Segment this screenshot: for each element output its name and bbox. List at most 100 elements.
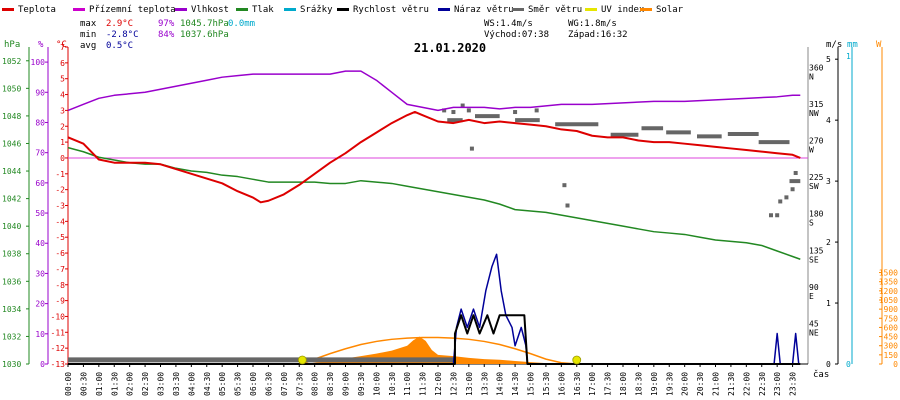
tick-label-time: 17:00 [588, 372, 597, 396]
chart-date: 21.01.2020 [414, 41, 486, 55]
tick-label-degc: -3 [55, 202, 65, 211]
tick-label-time: 07:30 [295, 372, 304, 396]
tick-label-degc: 1 [60, 138, 65, 147]
tick-label-compass: NE [809, 328, 819, 337]
tick-label-time: 17:30 [604, 372, 613, 396]
legend-swatch [284, 8, 296, 11]
tick-label-degc: 7 [60, 43, 65, 52]
tick-label-ms: 0 [826, 360, 831, 369]
tick-label-compass: W [809, 146, 814, 155]
tick-label-degc: -8 [55, 281, 65, 290]
tick-label-degc: -6 [55, 249, 65, 258]
tick-label-mm: 1 [846, 52, 851, 61]
tick-label-degc: 0 [60, 154, 65, 163]
plot-area [67, 70, 808, 365]
tick-label-time: 12:30 [449, 372, 458, 396]
legend-swatch [585, 8, 597, 11]
wind-dir-point [775, 213, 780, 218]
wind-dir-point [451, 110, 456, 115]
legend-label: Solar [656, 5, 684, 15]
tick-label-time: 15:30 [542, 372, 551, 396]
tick-label-time: 10:30 [388, 372, 397, 396]
tick-label-dir: 135 [809, 246, 824, 255]
tick-label-time: 03:30 [172, 372, 181, 396]
tick-label-compass: S [809, 219, 814, 228]
tick-label-pct: 20 [35, 300, 45, 309]
stat-min-temp: -2.8°C [106, 30, 139, 40]
legend-swatch [640, 8, 652, 11]
tick-label-compass: E [809, 292, 814, 301]
tick-label-pct: 10 [35, 330, 45, 339]
tick-label-time: 20:30 [696, 372, 705, 396]
series-wind-line [68, 314, 801, 365]
stat-max-press: 1045.7hPa [180, 19, 229, 29]
tick-label-w: 1500 [879, 269, 898, 278]
tick-label-hpa: 1034 [2, 305, 21, 314]
tick-label-time: 22:30 [758, 372, 767, 396]
legend-label: Rychlost větru [353, 5, 429, 15]
stat-max-label: max [80, 19, 97, 29]
tick-label-time: 10:00 [372, 372, 381, 396]
tick-label-degc: 3 [60, 106, 65, 115]
stat-min-label: min [80, 30, 96, 40]
legend-swatch [438, 8, 450, 11]
axis-unit-hpa: hPa [4, 40, 20, 50]
legend-label: Přízemní teplota [89, 5, 176, 15]
legend-swatch [2, 8, 14, 11]
stat-avg-temp: 0.5°C [106, 41, 133, 51]
tick-label-pct: 50 [35, 209, 45, 218]
tick-label-pct: 90 [35, 88, 45, 97]
axis-unit-time: čas [813, 369, 829, 380]
legend-swatch [512, 8, 524, 11]
stat-wg: WG:1.8m/s [568, 19, 617, 29]
tick-label-hpa: 1032 [2, 332, 21, 341]
tick-label-degc: 6 [60, 59, 65, 68]
wind-dir-point [469, 146, 474, 151]
tick-label-hpa: 1036 [2, 277, 21, 286]
series-gust-line [68, 253, 800, 365]
tick-label-degc: 5 [60, 75, 65, 84]
legend-swatch [236, 8, 248, 11]
tick-label-time: 05:00 [218, 372, 227, 396]
tick-label-w: 1200 [879, 287, 898, 296]
tick-label-time: 06:00 [249, 372, 258, 396]
tick-label-ms: 5 [826, 55, 831, 64]
wind-dir-point [513, 110, 518, 115]
legend-label: Náraz větru [454, 5, 514, 15]
tick-label-w: 450 [884, 333, 899, 342]
tick-label-hpa: 1052 [2, 57, 21, 66]
tick-label-hpa: 1050 [2, 84, 21, 93]
tick-label-time: 04:30 [203, 372, 212, 396]
tick-label-time: 20:00 [681, 372, 690, 396]
tick-label-dir: 360 [809, 63, 824, 72]
tick-label-time: 13:00 [465, 372, 474, 396]
tick-label-w: 150 [884, 351, 899, 360]
tick-label-time: 06:30 [264, 372, 273, 396]
wind-dir-point [562, 183, 567, 188]
tick-label-pct: 100 [31, 58, 46, 67]
tick-label-time: 01:00 [95, 372, 104, 396]
tick-label-degc: -4 [55, 217, 65, 226]
tick-label-degc: -11 [51, 328, 66, 337]
tick-label-compass: NW [809, 109, 819, 118]
tick-label-dir: 315 [809, 100, 824, 109]
tick-label-dir: 45 [809, 319, 819, 328]
tick-label-degc: -2 [55, 186, 65, 195]
uv-marker [297, 355, 307, 365]
tick-label-time: 11:00 [403, 372, 412, 396]
legend-label: Směr větru [528, 5, 582, 15]
tick-label-ms: 2 [826, 238, 831, 247]
tick-label-dir: 180 [809, 210, 824, 219]
axis-unit-w: W [876, 40, 882, 50]
tick-label-hpa: 1048 [2, 112, 21, 121]
wind-dir-point [442, 108, 447, 113]
tick-label-hpa: 1030 [2, 360, 21, 369]
stat-max-hum: 97% [158, 19, 175, 29]
tick-label-time: 18:00 [619, 372, 628, 396]
series-temp-line [67, 110, 801, 204]
legend-swatch [337, 8, 349, 11]
tick-label-hpa: 1040 [2, 222, 21, 231]
axis-unit-ms: m/s [826, 40, 842, 50]
legend-label: UV index [601, 5, 645, 15]
